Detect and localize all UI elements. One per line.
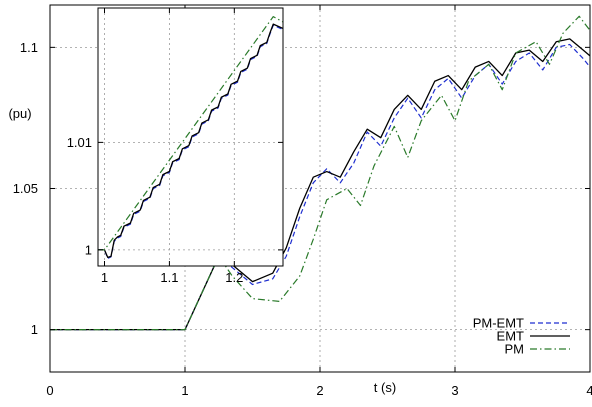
legend-item-pm-emt: PM-EMT xyxy=(473,316,570,331)
inset-ticks: 1 1.1 1.2 1 1.01 xyxy=(67,8,283,285)
inset-y-tick-label: 1.01 xyxy=(67,135,92,150)
inset-y-tick-label: 1 xyxy=(85,242,92,257)
y-axis-label: (pu) xyxy=(8,106,31,121)
main-ticks: 0 1 2 3 4 1 1.05 1.1 xyxy=(13,5,592,398)
main-x-tick-label: 2 xyxy=(316,383,323,398)
inset-plot-frame xyxy=(97,7,284,267)
main-series xyxy=(50,15,591,331)
legend-label: PM xyxy=(505,342,525,357)
main-x-tick-label: 1 xyxy=(181,383,188,398)
legend-item-emt: EMT xyxy=(497,329,570,344)
main-y-tick-label: 1.1 xyxy=(20,40,38,55)
main-series-emt-line xyxy=(50,38,591,331)
main-y-tick-label: 1.05 xyxy=(13,181,38,196)
main-x-tick-label: 3 xyxy=(451,383,458,398)
legend-label: PM-EMT xyxy=(473,316,524,331)
main-x-tick-label: 0 xyxy=(46,383,53,398)
legend-label: EMT xyxy=(497,329,525,344)
inset-x-tick-label: 1.1 xyxy=(160,270,178,285)
inset-background xyxy=(98,8,283,266)
inset-chart: 1 1.1 1.2 1 1.01 xyxy=(67,7,284,285)
legend-item-pm: PM xyxy=(505,342,570,357)
main-y-tick-label: 1 xyxy=(31,322,38,337)
inset-grid xyxy=(98,8,283,266)
x-axis-label: t (s) xyxy=(374,380,396,395)
inset-x-tick-label: 1 xyxy=(101,270,108,285)
inset-x-tick-label: 1.2 xyxy=(225,270,243,285)
inset-series-emt-line xyxy=(98,23,284,259)
inset-frame xyxy=(97,7,284,267)
main-x-tick-label: 4 xyxy=(586,383,592,398)
inset-series-pm-emt-line xyxy=(98,24,284,260)
main-series-pm-line xyxy=(50,15,591,331)
main-series-pm-emt-line xyxy=(50,43,591,331)
